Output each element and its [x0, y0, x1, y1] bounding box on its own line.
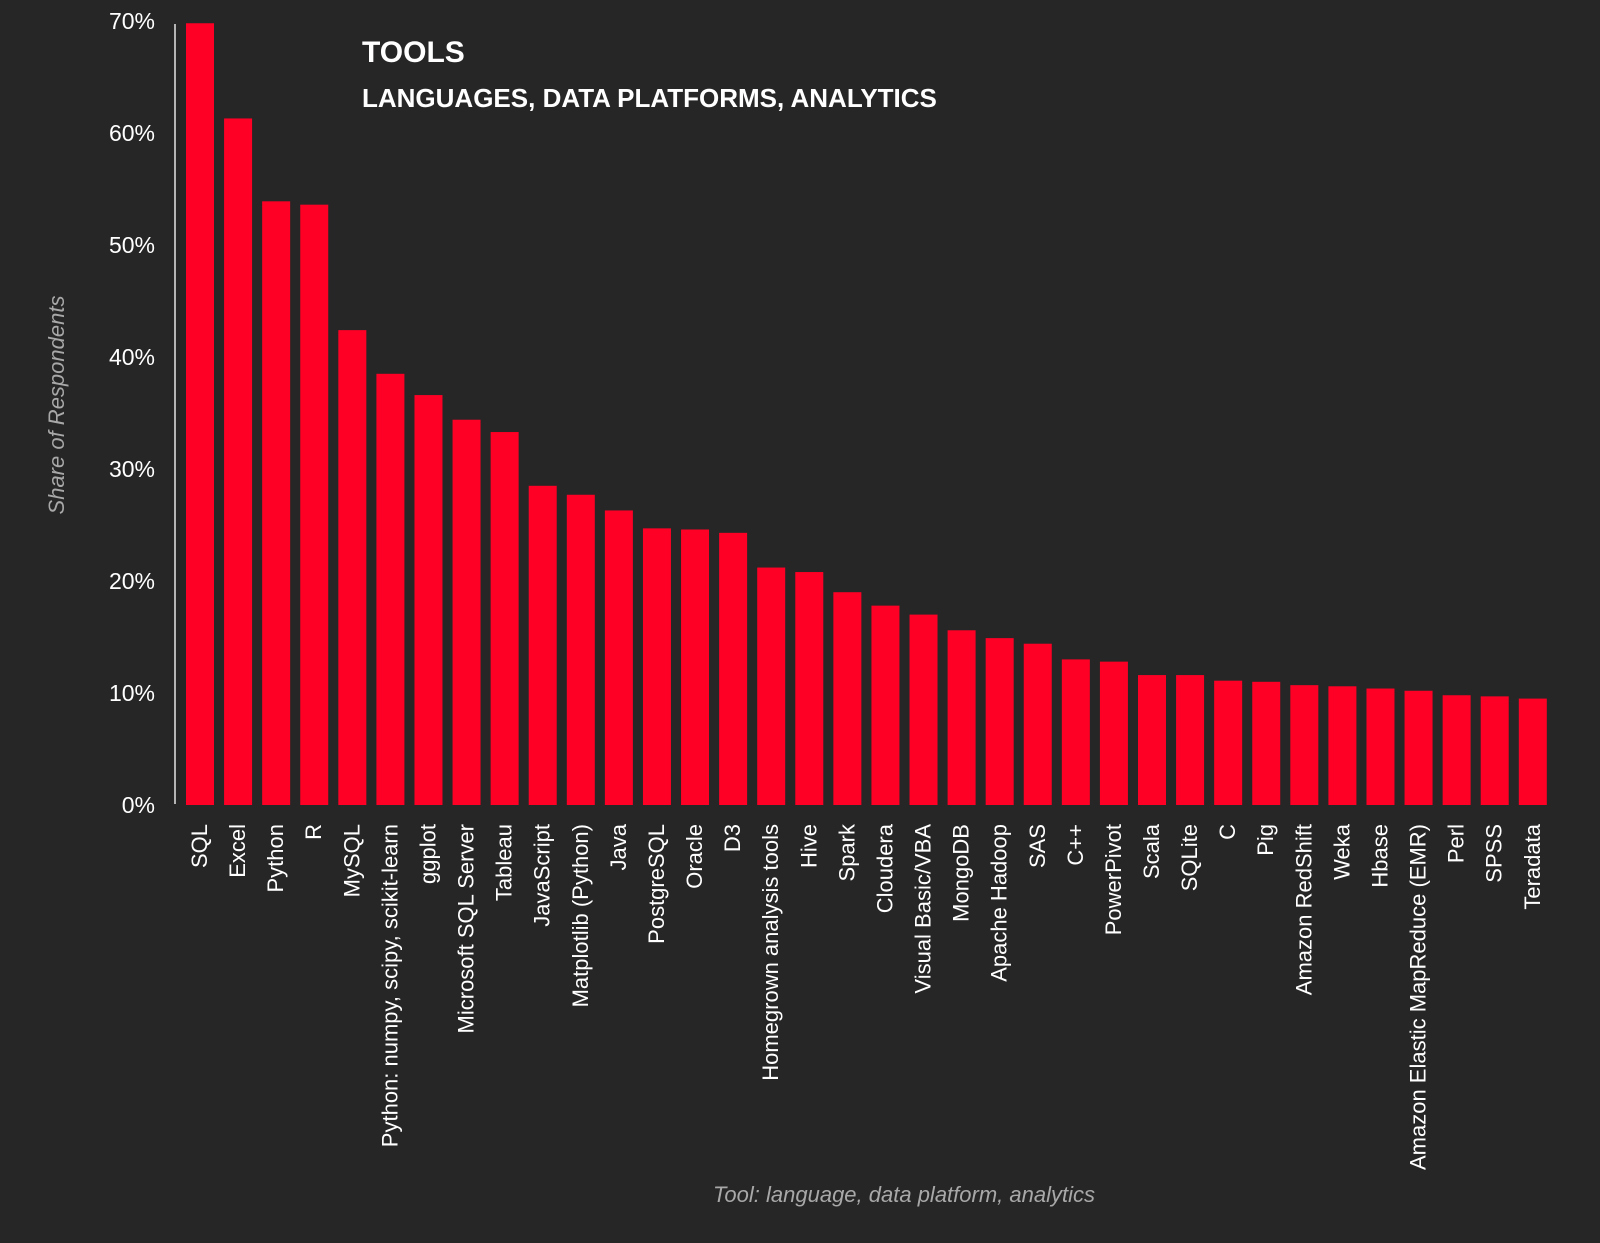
bar [490, 432, 519, 805]
category-label: Apache Hadoop [987, 824, 1012, 982]
category-label: ggplot [415, 824, 440, 884]
category-label: SPSS [1482, 824, 1507, 883]
bar [604, 510, 633, 805]
bar [1138, 675, 1166, 805]
y-tick-label: 30% [109, 456, 155, 482]
category-label: Teradata [1520, 823, 1545, 909]
bar [186, 23, 214, 806]
bar [224, 118, 253, 805]
category-label: Scala [1139, 823, 1164, 879]
category-label: Python: numpy, scipy, scikit-learn [377, 824, 402, 1147]
y-tick-labels: 0% 10% 20% 30% 40% 50% 60% 70% [109, 8, 155, 818]
bar [1252, 681, 1281, 805]
category-labels: SQL Excel Python R MySQL Python: numpy, scipy… [187, 823, 1545, 1170]
category-label: PostgreSQL [644, 824, 669, 944]
bar [338, 330, 367, 805]
category-label: Amazon RedShift [1291, 824, 1316, 995]
y-tick-label: 70% [109, 8, 155, 34]
bar [414, 395, 443, 805]
bar [1328, 686, 1357, 805]
bar [1404, 690, 1433, 805]
category-label: JavaScript [530, 824, 555, 927]
category-label: Amazon Elastic MapReduce (EMR) [1406, 824, 1431, 1170]
category-label: MySQL [339, 824, 364, 897]
chart-subtitle: LANGUAGES, DATA PLATFORMS, ANALYTICS [362, 83, 937, 113]
y-tick-label: 40% [109, 344, 155, 370]
bar [1366, 688, 1395, 805]
category-label: R [301, 824, 326, 840]
y-tick-label: 20% [109, 568, 155, 594]
x-axis-title: Tool: language, data platform, analytics [713, 1182, 1095, 1207]
bar [1214, 680, 1243, 805]
category-label: Hbase [1367, 824, 1392, 888]
category-label: Perl [1444, 824, 1469, 863]
bar [528, 485, 557, 805]
bar [1061, 659, 1090, 805]
bar [985, 638, 1014, 805]
category-label: Hive [796, 824, 821, 868]
bar [947, 630, 976, 805]
bar [719, 532, 748, 805]
bar [795, 572, 824, 805]
category-label: Visual Basic/VBA [911, 824, 936, 994]
bar [1442, 695, 1471, 805]
bar [566, 494, 595, 805]
y-tick-label: 50% [109, 232, 155, 258]
category-label: Pig [1253, 824, 1278, 856]
y-tick-label: 60% [109, 120, 155, 146]
category-label: Python [263, 824, 288, 893]
bar [909, 614, 938, 805]
bar [681, 529, 710, 805]
category-label: Homegrown analysis tools [758, 824, 783, 1081]
category-label: Java [606, 823, 631, 870]
bar [757, 567, 786, 805]
y-tick-label: 0% [122, 792, 155, 818]
chart-title: TOOLS [362, 36, 465, 69]
category-label: SAS [1025, 824, 1050, 868]
category-label: MongoDB [949, 824, 974, 922]
category-label: Microsoft SQL Server [454, 824, 479, 1033]
bar [642, 528, 671, 805]
category-label: Oracle [682, 824, 707, 889]
category-label: SQL [187, 824, 212, 868]
category-label: C++ [1063, 824, 1088, 866]
bar [1023, 643, 1052, 805]
bar [833, 592, 862, 805]
bar [1099, 661, 1128, 805]
bar [1290, 685, 1319, 805]
category-label: SQLite [1177, 824, 1202, 891]
category-label: D3 [720, 824, 745, 852]
category-label: Spark [834, 823, 859, 881]
category-label: Tableau [492, 824, 517, 901]
category-label: PowerPivot [1101, 824, 1126, 935]
bar [376, 373, 405, 805]
bar [871, 605, 900, 805]
bar [452, 419, 481, 805]
bar [1480, 696, 1509, 805]
bar [1518, 698, 1547, 805]
y-tick-label: 10% [109, 680, 155, 706]
category-label: Excel [225, 824, 250, 878]
category-label: Weka [1329, 823, 1354, 880]
bars [186, 23, 1547, 806]
category-label: Cloudera [872, 823, 897, 913]
bar [1176, 675, 1205, 805]
y-axis-title: Share of Respondents [44, 296, 69, 515]
bar [300, 204, 329, 805]
category-label: C [1215, 824, 1240, 840]
category-label: Matplotlib (Python) [568, 824, 593, 1007]
bar [262, 201, 291, 805]
